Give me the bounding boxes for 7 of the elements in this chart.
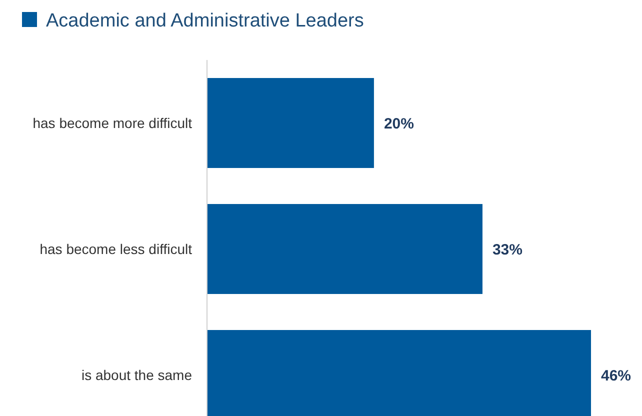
legend-label: Academic and Administrative Leaders xyxy=(46,10,364,32)
y-tick-label: has become less difficult xyxy=(40,240,192,257)
y-tick-label: is about the same xyxy=(81,366,192,383)
data-label: 20% xyxy=(384,115,414,132)
y-tick-label: has become more difficult xyxy=(32,114,192,131)
data-label: 46% xyxy=(601,367,632,384)
data-label: 33% xyxy=(492,241,523,258)
